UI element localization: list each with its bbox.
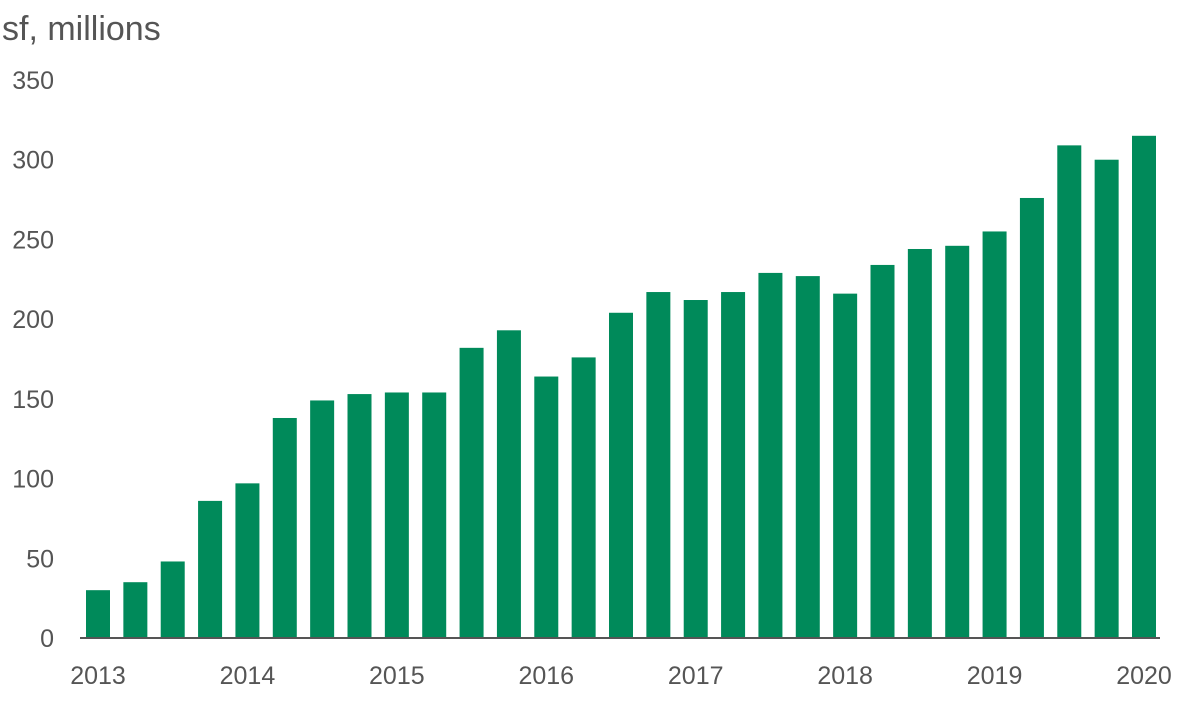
bar — [496, 330, 521, 638]
bar — [310, 400, 335, 638]
bar — [907, 248, 932, 638]
bar — [982, 231, 1007, 638]
x-tick-label: 2016 — [518, 662, 574, 690]
bars — [86, 135, 1156, 639]
y-tick-label: 50 — [26, 545, 54, 573]
bar — [683, 300, 708, 638]
bar — [1094, 159, 1119, 638]
x-tick-labels: 2013 2014 2015 2016 2017 2018 2019 2020 — [70, 662, 1172, 690]
x-tick-label: 2014 — [220, 662, 276, 690]
bar — [347, 394, 372, 638]
bar — [198, 500, 223, 638]
x-tick-label: 2019 — [967, 662, 1023, 690]
bar — [534, 376, 559, 638]
y-tick-label: 0 — [40, 625, 54, 653]
y-tick-label: 200 — [12, 306, 54, 334]
y-tick-label: 350 — [12, 67, 54, 95]
bar — [646, 292, 671, 638]
bar — [160, 561, 185, 638]
bar — [459, 347, 484, 638]
bar — [795, 276, 820, 638]
bar — [272, 417, 297, 638]
y-tick-labels: 0 50 100 150 200 250 300 350 — [12, 67, 54, 653]
y-tick-label: 150 — [12, 386, 54, 414]
bar — [1132, 135, 1156, 639]
bar — [609, 312, 633, 638]
bar — [1057, 145, 1082, 638]
bar — [86, 590, 110, 638]
bar — [945, 245, 970, 638]
bar — [384, 392, 409, 638]
y-tick-label: 300 — [12, 147, 54, 175]
bar — [758, 272, 783, 638]
y-unit-label: sf, millions — [2, 10, 161, 48]
bar — [870, 264, 895, 638]
y-tick-label: 250 — [12, 226, 54, 254]
x-tick-label: 2020 — [1116, 662, 1172, 690]
bar — [571, 357, 596, 638]
bar — [833, 293, 858, 638]
bar — [422, 392, 447, 638]
bar — [721, 292, 746, 638]
y-tick-label: 100 — [12, 466, 54, 494]
x-tick-label: 2015 — [369, 662, 425, 690]
x-tick-label: 2017 — [668, 662, 724, 690]
bar — [1019, 197, 1044, 638]
x-tick-label: 2018 — [817, 662, 873, 690]
bar — [235, 483, 260, 638]
x-tick-label: 2013 — [70, 662, 126, 690]
bar — [123, 582, 148, 638]
